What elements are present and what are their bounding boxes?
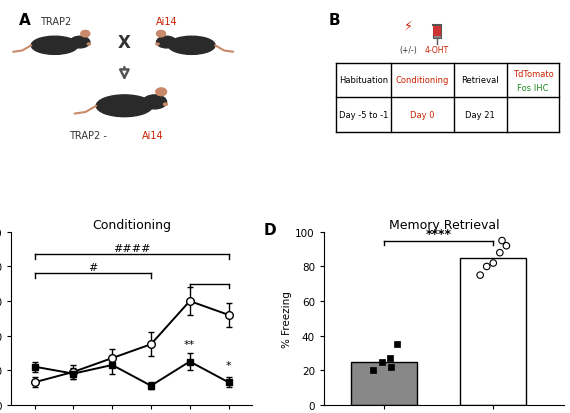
Point bbox=[482, 263, 491, 270]
Title: Memory Retrieval: Memory Retrieval bbox=[389, 218, 499, 231]
Point bbox=[488, 260, 498, 267]
Ellipse shape bbox=[157, 31, 165, 38]
Text: #: # bbox=[88, 262, 97, 272]
Ellipse shape bbox=[157, 37, 176, 49]
Title: Conditioning: Conditioning bbox=[92, 218, 171, 231]
Ellipse shape bbox=[156, 44, 159, 46]
Ellipse shape bbox=[96, 96, 153, 117]
Text: Conditioning: Conditioning bbox=[396, 76, 449, 85]
Point bbox=[475, 272, 484, 279]
Point bbox=[368, 367, 377, 374]
Text: B: B bbox=[329, 14, 340, 28]
Text: Ai14: Ai14 bbox=[156, 17, 177, 27]
Text: Day 21: Day 21 bbox=[465, 111, 495, 120]
Ellipse shape bbox=[164, 104, 168, 106]
Point bbox=[378, 358, 387, 365]
Text: X: X bbox=[118, 34, 131, 52]
Text: *: * bbox=[226, 360, 231, 370]
Point bbox=[392, 341, 401, 348]
Ellipse shape bbox=[168, 37, 215, 55]
Ellipse shape bbox=[142, 96, 166, 109]
Ellipse shape bbox=[70, 37, 90, 49]
Text: ****: **** bbox=[426, 227, 451, 240]
FancyBboxPatch shape bbox=[433, 27, 441, 37]
Text: Ai14: Ai14 bbox=[142, 131, 164, 141]
Text: D: D bbox=[264, 222, 276, 237]
Text: **: ** bbox=[184, 339, 196, 349]
Text: TRAP2: TRAP2 bbox=[40, 17, 71, 27]
Text: TRAP2 -: TRAP2 - bbox=[69, 131, 110, 141]
Point bbox=[498, 237, 507, 244]
Text: 4-OHT: 4-OHT bbox=[425, 46, 449, 55]
Y-axis label: % Freezing: % Freezing bbox=[283, 290, 292, 347]
Text: A: A bbox=[19, 14, 30, 28]
Text: TdTomato: TdTomato bbox=[512, 70, 553, 79]
Text: ####: #### bbox=[113, 243, 150, 253]
Text: (+/-): (+/-) bbox=[399, 46, 417, 55]
Point bbox=[387, 363, 396, 370]
Text: Retrieval: Retrieval bbox=[461, 76, 499, 85]
Ellipse shape bbox=[81, 31, 90, 38]
Text: Habituation: Habituation bbox=[339, 76, 388, 85]
Ellipse shape bbox=[156, 89, 166, 96]
Text: Fos IHC: Fos IHC bbox=[518, 84, 549, 93]
Text: Day -5 to -1: Day -5 to -1 bbox=[339, 111, 388, 120]
Text: Day 0: Day 0 bbox=[410, 111, 435, 120]
Point bbox=[385, 355, 394, 361]
Bar bbox=[461, 258, 526, 405]
Bar bbox=[351, 362, 417, 405]
Text: ⚡: ⚡ bbox=[404, 19, 413, 32]
Point bbox=[502, 243, 511, 249]
Point bbox=[495, 250, 504, 256]
Ellipse shape bbox=[31, 37, 78, 55]
Ellipse shape bbox=[87, 44, 91, 46]
FancyBboxPatch shape bbox=[433, 26, 441, 38]
